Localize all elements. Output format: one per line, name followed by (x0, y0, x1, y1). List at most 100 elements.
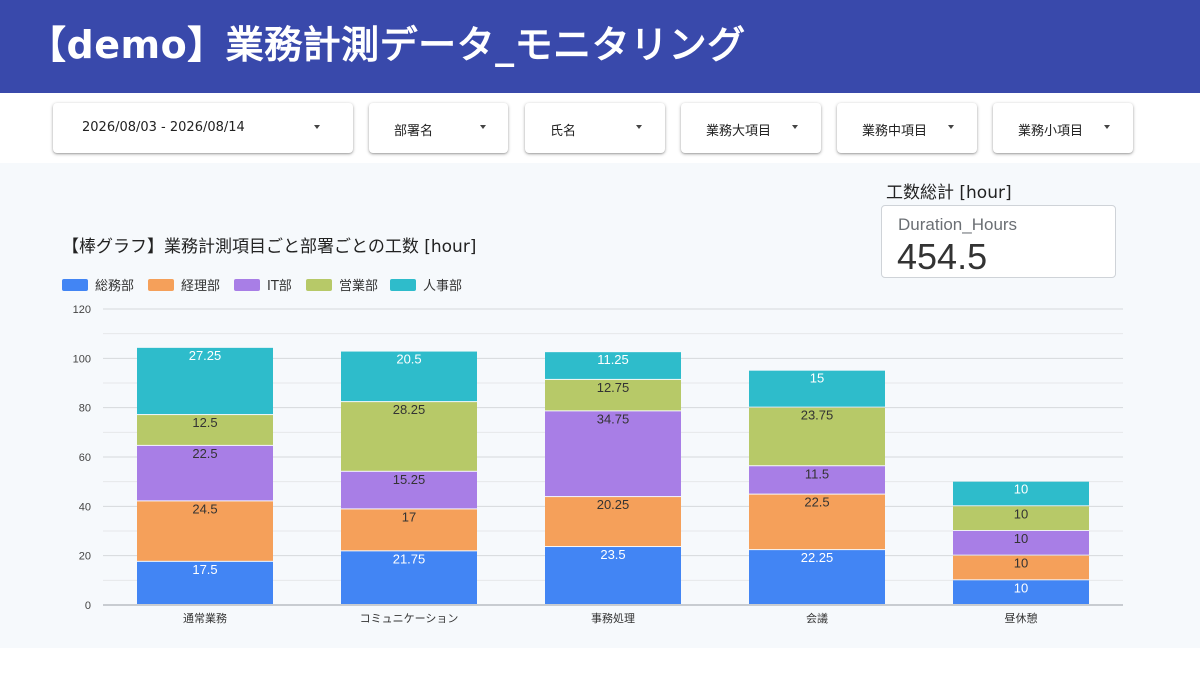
chevron-down-icon (636, 125, 642, 129)
bar-segment (953, 580, 1089, 604)
filter-label: 氏名 (550, 124, 577, 139)
legend-label: 営業部 (339, 278, 378, 294)
legend-label: 人事部 (423, 279, 462, 294)
kpi-scorecard: Duration_Hours 454.5 (881, 205, 1116, 278)
chevron-down-icon (1104, 125, 1110, 129)
y-tick-label: 80 (79, 403, 91, 415)
bottom-strip (0, 648, 1200, 675)
data-label: 24.5 (192, 501, 217, 516)
page-title: 【demo】業務計測データ_モニタリング (28, 23, 746, 67)
middle-task-filter[interactable]: 業務中項目 (837, 103, 977, 153)
bar-segment (953, 506, 1089, 530)
bar-segment (341, 509, 477, 551)
legend-swatch (148, 279, 174, 291)
kpi-section-label: 工数総計 [hour] (886, 183, 1012, 203)
filter-label: 2026/08/03 - 2026/08/14 (82, 120, 245, 135)
data-label: 22.5 (192, 446, 217, 461)
kpi-value: 454.5 (897, 236, 988, 277)
department-filter[interactable]: 部署名 (369, 103, 508, 153)
y-tick-label: 40 (79, 501, 91, 513)
data-label: 11.25 (597, 352, 629, 367)
bar-segment (137, 561, 273, 604)
bar-segment (137, 445, 273, 501)
bar-segment (749, 550, 885, 604)
bar-segment (545, 352, 681, 379)
data-label: 23.5 (600, 547, 625, 562)
data-label: 34.75 (597, 411, 630, 426)
filter-bar: 2026/08/03 - 2026/08/14 部署名 氏名 業務大項目 業務中… (0, 93, 1200, 163)
data-label: 10 (1014, 482, 1028, 497)
x-tick-label: 通常業務 (183, 611, 227, 625)
legend-label: 経理部 (181, 279, 220, 294)
filter-label: 業務大項目 (706, 124, 772, 139)
data-label: 10 (1014, 506, 1028, 521)
bar-segment (545, 379, 681, 411)
bar-segment (341, 551, 477, 604)
bar-segment (341, 402, 477, 471)
bar-segment (953, 555, 1089, 580)
bar-segment (749, 370, 885, 407)
chevron-down-icon (948, 125, 954, 129)
bar-segment (545, 411, 681, 497)
major-task-filter[interactable]: 業務大項目 (681, 103, 821, 153)
filter-label: 業務中項目 (862, 124, 928, 139)
bar-segment (545, 497, 681, 547)
bar-segment (545, 547, 681, 604)
data-label: 22.5 (804, 495, 829, 510)
data-label: 20.5 (396, 352, 421, 367)
chart-title: 【棒グラフ】業務計測項目ごと部署ごとの工数 [hour] (62, 237, 477, 257)
bar-segment (749, 407, 885, 466)
bar-segment (749, 494, 885, 550)
x-tick-label: 事務処理 (591, 611, 635, 625)
data-label: 12.75 (597, 380, 630, 395)
y-tick-label: 60 (79, 452, 91, 464)
data-label: 27.25 (189, 348, 222, 363)
data-label: 17.5 (192, 562, 217, 577)
data-label: 21.75 (393, 551, 426, 566)
bar-segment (341, 471, 477, 509)
legend-label: 総務部 (95, 279, 134, 294)
chevron-down-icon (480, 125, 486, 129)
y-tick-label: 20 (79, 551, 91, 563)
legend-swatch (62, 279, 88, 291)
y-tick-label: 100 (73, 353, 91, 365)
stacked-bar-chart: 0 20 40 60 80 100 120 総務部 経理部 IT部 営業部 人事部 17.5 24.5 22… (62, 278, 1123, 625)
data-label: 10 (1014, 580, 1028, 595)
data-label: 10 (1014, 556, 1028, 571)
x-tick-label: コミュニケーション (360, 612, 459, 625)
data-label: 23.75 (801, 408, 834, 423)
data-label: 15 (810, 371, 824, 386)
bar-segment (953, 531, 1089, 555)
bar-segment (341, 351, 477, 402)
name-filter[interactable]: 氏名 (525, 103, 665, 153)
bar-segment (137, 501, 273, 561)
minor-task-filter[interactable]: 業務小項目 (993, 103, 1133, 153)
data-label: 28.25 (393, 402, 426, 417)
legend-swatch (234, 279, 260, 291)
bar-segment (749, 466, 885, 494)
bar-segment (953, 481, 1089, 506)
bar-segment (137, 347, 273, 415)
data-label: 10 (1014, 531, 1028, 546)
y-tick-label: 0 (85, 600, 91, 612)
chevron-down-icon (314, 125, 320, 129)
y-tick-label: 120 (73, 304, 91, 316)
kpi-metric-name: Duration_Hours (898, 215, 1018, 234)
legend-swatch (306, 279, 332, 291)
x-tick-label: 会議 (806, 611, 828, 625)
x-tick-label: 昼休憩 (1005, 611, 1038, 625)
app-header: 【demo】業務計測データ_モニタリング (0, 0, 1200, 93)
chevron-down-icon (792, 125, 798, 129)
filter-label: 部署名 (394, 124, 434, 139)
data-label: 22.25 (801, 550, 834, 565)
data-label: 15.25 (393, 472, 426, 487)
filter-label: 業務小項目 (1018, 124, 1084, 139)
date-range-filter[interactable]: 2026/08/03 - 2026/08/14 (53, 103, 353, 153)
data-label: 20.25 (597, 497, 630, 512)
data-label: 17 (402, 509, 416, 524)
data-label: 12.5 (192, 415, 217, 430)
bar-segment (137, 415, 273, 445)
legend-swatch (390, 279, 416, 291)
legend-label: IT部 (267, 279, 292, 294)
data-label: 11.5 (805, 466, 829, 481)
